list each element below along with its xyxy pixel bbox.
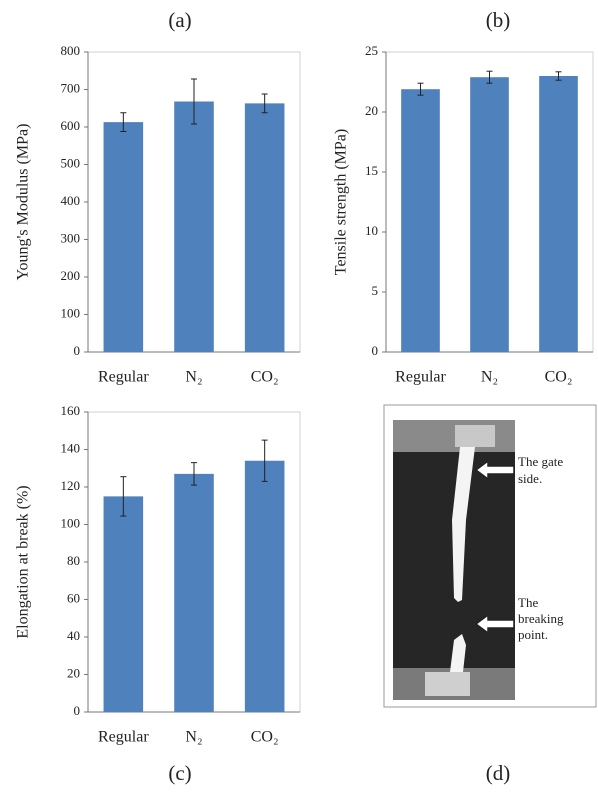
y-tick-label: 0	[74, 703, 81, 718]
bar	[539, 76, 578, 352]
y-axis-label: Tensile strength (MPa)	[333, 129, 350, 275]
bar	[104, 496, 144, 712]
annotation: breaking	[518, 611, 564, 626]
x-tick-label: N₂	[481, 369, 498, 386]
photo-grip-top	[455, 425, 495, 447]
annotation: The gate	[518, 454, 563, 469]
annotation: point.	[518, 627, 548, 642]
y-tick-label: 700	[61, 80, 81, 95]
bar	[174, 102, 214, 353]
panel-label: (a)	[168, 8, 191, 32]
y-tick-label: 140	[61, 440, 81, 455]
annotation: side.	[518, 471, 542, 486]
y-tick-label: 25	[365, 43, 378, 58]
bar	[401, 89, 440, 352]
y-tick-label: 60	[67, 590, 80, 605]
y-tick-label: 400	[61, 193, 81, 208]
y-axis-label: Young's Modulus (MPa)	[15, 124, 32, 281]
panel-label: (b)	[486, 8, 511, 32]
y-tick-label: 120	[61, 478, 81, 493]
y-axis-label: Elongation at break (%)	[15, 485, 32, 638]
y-tick-label: 15	[365, 163, 378, 178]
photo-panel: The gate side. The breaking point. (d)	[384, 405, 596, 785]
y-tick-label: 500	[61, 155, 81, 170]
photo-clamp-top	[393, 420, 515, 452]
page: The gate side. The breaking point. (d) (…	[0, 0, 598, 794]
panel-label: (d)	[486, 761, 511, 785]
bar	[104, 122, 144, 352]
y-tick-label: 5	[372, 283, 379, 298]
x-tick-label: Regular	[98, 369, 149, 386]
y-tick-label: 40	[67, 628, 80, 643]
bar	[174, 474, 214, 712]
y-tick-label: 300	[61, 230, 81, 245]
bar	[470, 77, 509, 352]
y-tick-label: 200	[61, 268, 81, 283]
bar	[245, 461, 285, 712]
x-tick-label: CO₂	[251, 729, 279, 746]
figure: The gate side. The breaking point. (d) (…	[0, 0, 598, 794]
y-tick-label: 10	[365, 223, 378, 238]
x-tick-label: CO₂	[251, 369, 279, 386]
x-tick-label: N₂	[185, 729, 202, 746]
y-tick-label: 80	[67, 553, 80, 568]
y-tick-label: 20	[365, 103, 378, 118]
x-tick-label: Regular	[395, 369, 446, 386]
y-tick-label: 800	[61, 43, 81, 58]
x-tick-label: N₂	[185, 369, 202, 386]
photo-grip-bottom	[425, 672, 470, 696]
y-tick-label: 160	[61, 403, 81, 418]
y-tick-label: 100	[61, 515, 81, 530]
bar	[245, 103, 285, 352]
panel-label: (c)	[168, 761, 191, 785]
y-tick-label: 600	[61, 118, 81, 133]
annotation: The	[518, 595, 538, 610]
x-tick-label: Regular	[98, 729, 149, 746]
y-tick-label: 100	[61, 305, 81, 320]
y-tick-label: 0	[372, 343, 379, 358]
x-tick-label: CO₂	[545, 369, 573, 386]
y-tick-label: 0	[74, 343, 81, 358]
y-tick-label: 20	[67, 665, 80, 680]
